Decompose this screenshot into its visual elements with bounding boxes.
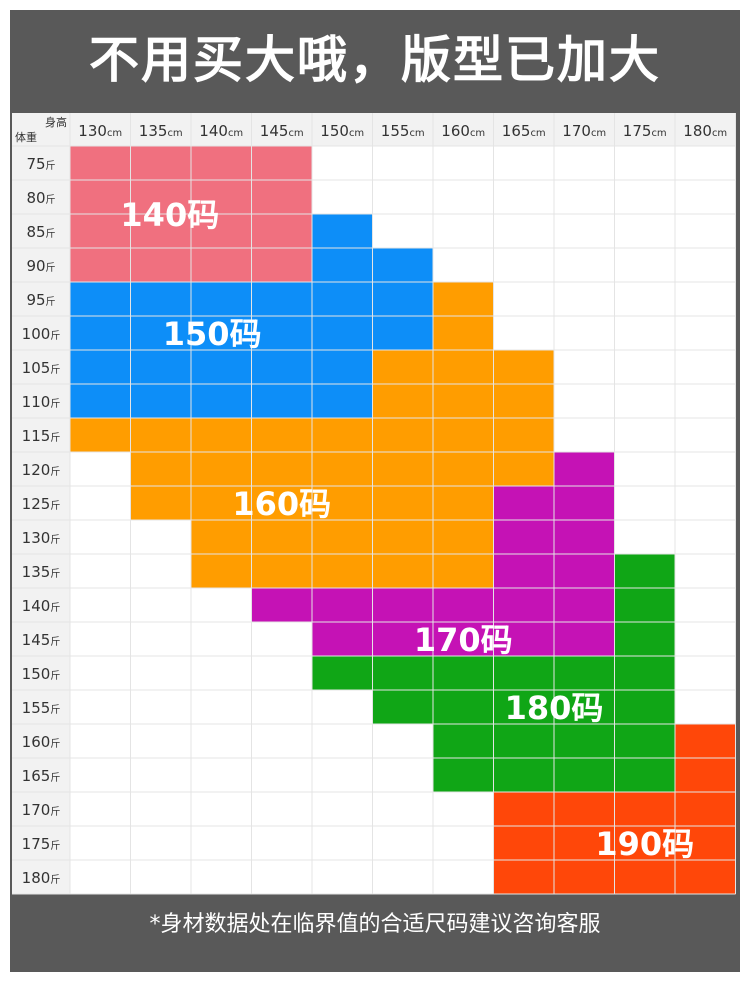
size-region-cell (675, 758, 736, 793)
height-tick-label: 140cm (199, 122, 243, 140)
weight-tick-label: 145斤 (22, 631, 61, 649)
size-region-cell (614, 554, 676, 589)
height-tick-label: 130cm (78, 122, 122, 140)
weight-tick-label: 170斤 (22, 801, 61, 819)
page-title: 不用买大哦，版型已加大 (89, 31, 661, 89)
size-label: 180码 (505, 689, 604, 727)
weight-tick-label: 85斤 (26, 223, 55, 241)
height-tick-label: 165cm (502, 122, 546, 140)
size-label: 160码 (232, 485, 331, 523)
weight-tick-label: 180斤 (22, 869, 61, 887)
size-label: 170码 (414, 621, 513, 659)
weight-tick-label: 120斤 (22, 461, 61, 479)
weight-tick-label: 125斤 (22, 495, 61, 513)
weight-header-column (12, 113, 70, 894)
weight-tick-label: 155斤 (22, 699, 61, 717)
size-region-cell (372, 690, 676, 725)
size-region-cell (191, 520, 494, 555)
size-label: 150码 (163, 315, 262, 353)
height-axis-label: 身高 (45, 115, 67, 129)
weight-tick-label: 140斤 (22, 597, 61, 615)
weight-tick-label: 90斤 (26, 257, 55, 275)
size-region-cell (433, 316, 494, 351)
height-tick-label: 175cm (623, 122, 667, 140)
weight-tick-label: 165斤 (22, 767, 61, 785)
size-region-cell (312, 214, 373, 249)
weight-tick-label: 115斤 (22, 427, 61, 445)
height-tick-label: 135cm (139, 122, 183, 140)
weight-tick-label: 110斤 (22, 393, 61, 411)
footer-note: *身材数据处在临界值的合适尺码建议咨询客服 (149, 912, 601, 937)
weight-tick-label: 150斤 (22, 665, 61, 683)
weight-tick-label: 175斤 (22, 835, 61, 853)
size-label: 190码 (595, 825, 694, 863)
weight-tick-label: 80斤 (26, 189, 55, 207)
size-region-cell (433, 282, 494, 317)
height-tick-label: 150cm (320, 122, 364, 140)
height-tick-label: 145cm (260, 122, 304, 140)
height-tick-label: 155cm (381, 122, 425, 140)
size-region-cell (70, 350, 373, 385)
weight-axis-label: 体重 (15, 130, 37, 144)
weight-tick-label: 105斤 (22, 359, 61, 377)
size-region-cell (614, 588, 676, 623)
weight-tick-label: 160斤 (22, 733, 61, 751)
size-region-cell (191, 554, 494, 589)
weight-tick-label: 100斤 (22, 325, 61, 343)
size-region-cell (614, 622, 676, 657)
size-region-cell (372, 384, 555, 419)
weight-tick-label: 75斤 (26, 155, 55, 173)
size-region-cell (554, 452, 615, 487)
height-tick-label: 170cm (562, 122, 606, 140)
height-tick-label: 160cm (441, 122, 485, 140)
size-region-cell (372, 350, 555, 385)
size-region-cell (675, 724, 736, 759)
size-region-cell (130, 452, 555, 487)
weight-tick-label: 130斤 (22, 529, 61, 547)
size-region-cell (312, 622, 615, 657)
weight-tick-label: 135斤 (22, 563, 61, 581)
size-region-cell (70, 384, 373, 419)
weight-tick-label: 95斤 (26, 291, 55, 309)
height-tick-label: 180cm (683, 122, 727, 140)
size-label: 140码 (120, 196, 219, 234)
